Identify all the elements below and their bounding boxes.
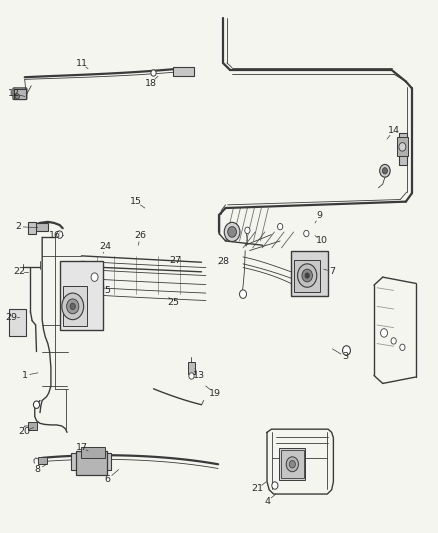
Text: 11: 11 [75,59,88,68]
Bar [28,422,37,430]
Circle shape [380,165,390,177]
Circle shape [381,329,388,337]
Text: 24: 24 [99,242,112,251]
Text: 20: 20 [19,427,31,436]
Text: 17: 17 [75,443,88,452]
Circle shape [57,231,63,238]
Bar [397,137,409,156]
Text: 2: 2 [15,222,21,231]
Bar [10,309,26,336]
Text: 28: 28 [217,257,230,265]
Circle shape [304,230,309,237]
Bar [294,260,320,292]
Circle shape [15,94,19,99]
Bar [14,89,26,99]
Circle shape [62,293,84,320]
Text: 19: 19 [208,389,221,398]
Bar [38,457,47,464]
Text: 29: 29 [6,312,18,321]
Text: 5: 5 [105,286,111,295]
Text: 1: 1 [22,371,28,380]
Text: 14: 14 [388,126,399,135]
Bar [63,286,87,326]
Circle shape [297,264,317,287]
Text: 21: 21 [251,484,263,493]
FancyBboxPatch shape [13,88,27,100]
Text: 26: 26 [134,231,146,240]
Text: 8: 8 [35,465,41,474]
Bar [399,133,407,165]
Bar [71,453,111,470]
Text: 7: 7 [329,268,336,276]
Text: 27: 27 [170,256,181,264]
Circle shape [224,222,240,241]
Circle shape [278,223,283,230]
Bar [187,362,195,374]
Bar [60,261,103,330]
Bar [76,451,107,475]
Text: 6: 6 [105,475,111,483]
Circle shape [33,401,39,408]
Text: 22: 22 [13,268,25,276]
Bar [291,251,328,296]
Circle shape [382,167,388,174]
Circle shape [67,299,79,314]
Text: 9: 9 [316,212,322,221]
Text: 12: 12 [8,89,20,98]
Circle shape [245,227,250,233]
Bar [28,222,35,233]
Circle shape [391,338,396,344]
Text: 13: 13 [193,371,205,380]
Circle shape [302,269,312,282]
Circle shape [228,227,237,237]
Circle shape [272,482,278,489]
Text: 3: 3 [343,352,349,361]
Bar [173,67,194,76]
Circle shape [286,457,298,472]
Text: 15: 15 [130,197,142,206]
Bar [81,447,106,458]
Text: 18: 18 [145,78,157,87]
Circle shape [240,290,247,298]
Text: 25: 25 [167,298,179,307]
Circle shape [189,373,194,379]
Bar [279,448,305,480]
Circle shape [289,461,295,468]
Bar [281,450,304,478]
Text: 16: 16 [49,231,61,240]
Text: 10: 10 [316,237,328,246]
Circle shape [399,143,406,151]
Circle shape [70,303,75,310]
Circle shape [151,70,156,76]
Text: 4: 4 [264,497,270,506]
Circle shape [305,273,309,278]
Circle shape [343,346,350,356]
Circle shape [400,344,405,351]
Circle shape [91,273,98,281]
Bar [30,223,48,231]
